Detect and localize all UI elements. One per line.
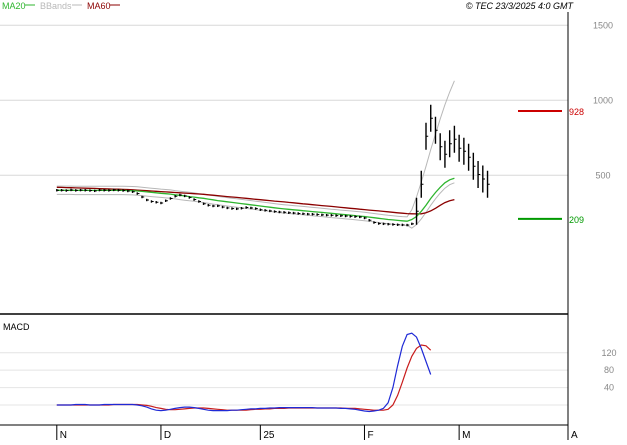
legend-bbands-label: BBands bbox=[40, 1, 72, 11]
macd-tick-label: 120 bbox=[601, 348, 616, 358]
x-tick-label: N bbox=[60, 430, 67, 440]
axes: 1500 1000 500 120 80 40 N D 25 F M A 928 209 bbox=[0, 12, 617, 441]
x-tick-label: M bbox=[462, 430, 470, 440]
x-tick-label: F bbox=[367, 430, 373, 440]
bbands-upper-line bbox=[56, 80, 455, 218]
macd-tick-label: 40 bbox=[604, 383, 614, 393]
price-panel bbox=[56, 80, 562, 229]
legend: MA20 BBands MA60 bbox=[2, 1, 120, 11]
copyright-text: © TEC 23/3/2025 4:0 GMT bbox=[466, 1, 575, 11]
support-level-label: 209 bbox=[569, 215, 584, 225]
macd-line bbox=[56, 332, 432, 413]
legend-ma60-label: MA60 bbox=[87, 1, 111, 11]
resistance-level-label: 928 bbox=[569, 107, 584, 117]
x-tick-label: 25 bbox=[263, 430, 275, 440]
macd-panel bbox=[56, 332, 432, 413]
macd-signal-line bbox=[56, 344, 432, 411]
legend-ma20-label: MA20 bbox=[2, 1, 26, 11]
macd-tick-label: 80 bbox=[604, 365, 614, 375]
x-tick-label: A bbox=[571, 430, 578, 440]
price-tick-label: 1500 bbox=[593, 20, 613, 30]
x-tick-label: D bbox=[164, 430, 171, 440]
macd-label: MACD bbox=[3, 322, 30, 332]
price-tick-label: 1000 bbox=[593, 95, 613, 105]
price-tick-label: 500 bbox=[595, 170, 610, 180]
grid bbox=[0, 24, 568, 406]
